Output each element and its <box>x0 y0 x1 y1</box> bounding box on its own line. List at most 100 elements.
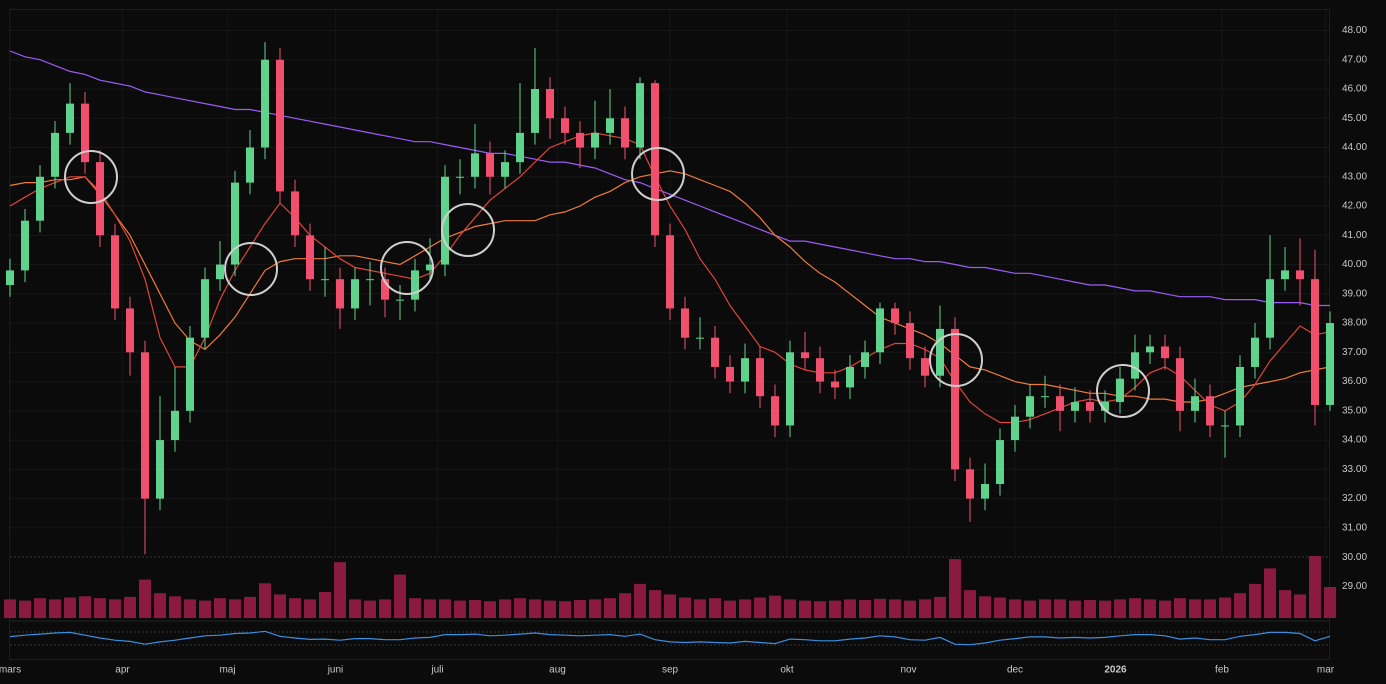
volume-bar <box>304 599 316 618</box>
volume-bar <box>559 601 571 618</box>
volume-bar <box>1084 600 1096 618</box>
candle-body <box>576 132 584 148</box>
volume-bar <box>154 593 166 618</box>
volume-bar <box>1174 598 1186 618</box>
candle-body <box>801 352 809 359</box>
x-tick-label: nov <box>900 665 916 676</box>
highlight-circle <box>631 147 685 201</box>
candle-body <box>1311 279 1319 405</box>
candle-body <box>756 358 764 397</box>
candle-body <box>66 103 74 133</box>
x-tick-label: dec <box>1007 665 1023 676</box>
candle-body <box>1266 279 1274 338</box>
candle-body <box>411 270 419 300</box>
volume-bar <box>199 600 211 618</box>
x-tick-label: feb <box>1215 665 1229 676</box>
candle-body <box>456 176 464 178</box>
volume-bar <box>589 599 601 618</box>
y-tick-label: 41.00 <box>1342 230 1367 241</box>
candle-body <box>621 118 629 148</box>
plot: 29.00 30.00 31.00 32.00 33.00 34.00 35.00 36.00… <box>0 10 1367 676</box>
volume-bar <box>634 583 646 618</box>
candle-body <box>831 381 839 388</box>
candle-body <box>81 103 89 163</box>
annotations <box>64 147 1150 418</box>
candle-body <box>1011 416 1019 441</box>
volume-bar <box>1069 600 1081 618</box>
volume-bar <box>454 600 466 618</box>
highlight-circle <box>224 242 278 296</box>
volume-bar <box>1234 593 1246 618</box>
volume-bar <box>679 597 691 618</box>
candle-body <box>471 153 479 177</box>
volume-bar <box>574 600 586 618</box>
candle-body <box>1296 270 1304 280</box>
candle-body <box>1071 402 1079 411</box>
x-tick-label: okt <box>780 665 794 676</box>
volume-bar <box>19 600 31 618</box>
candle-body <box>126 308 134 353</box>
volume-bar <box>709 598 721 618</box>
highlight-circle <box>1096 364 1150 418</box>
y-tick-label: 31.00 <box>1342 522 1367 533</box>
candle-body <box>396 299 404 301</box>
candle-body <box>681 308 689 338</box>
candle-body <box>891 308 899 324</box>
y-tick-label: 37.00 <box>1342 347 1367 358</box>
volume-bar <box>349 599 361 618</box>
y-tick-label: 30.00 <box>1342 552 1367 563</box>
volume-bar <box>364 600 376 618</box>
candle-body <box>96 162 104 236</box>
volume-bar <box>1144 599 1156 618</box>
y-tick-label: 38.00 <box>1342 318 1367 329</box>
volume-bar <box>94 598 106 618</box>
candle-body <box>966 469 974 499</box>
candle-body <box>6 270 14 286</box>
candle-body <box>726 366 734 382</box>
candle-body <box>21 220 29 271</box>
x-tick-label: apr <box>115 665 130 676</box>
volume-bar <box>514 598 526 618</box>
volume-bar <box>1204 599 1216 618</box>
candle-body <box>696 337 704 339</box>
x-tick-label: sep <box>662 665 679 676</box>
candle-body <box>1026 396 1034 417</box>
volume-bar <box>319 591 331 618</box>
volume-bar <box>259 583 271 618</box>
candle-body <box>711 337 719 367</box>
candle-body <box>1206 396 1214 426</box>
y-tick-label: 46.00 <box>1342 84 1367 95</box>
highlight-circle <box>929 333 983 387</box>
volume-bar <box>484 601 496 618</box>
candle-body <box>501 162 509 177</box>
candle-body <box>351 279 359 309</box>
volume-bar <box>649 590 661 618</box>
candle-body <box>231 182 239 265</box>
x-tick-label: maj <box>219 665 235 676</box>
candle-body <box>246 147 254 183</box>
y-tick-label: 44.00 <box>1342 142 1367 153</box>
moving-average-line <box>9 50 1330 307</box>
y-tick-label: 48.00 <box>1342 25 1367 36</box>
volume-bar <box>229 599 241 618</box>
candle-body <box>1101 402 1109 411</box>
candle-body <box>1191 396 1199 411</box>
candle-body <box>1161 346 1169 359</box>
volume-bar <box>934 596 946 618</box>
candle-body <box>51 132 59 177</box>
volume-bar <box>1279 590 1291 618</box>
candle-body <box>846 366 854 388</box>
y-tick-label: 36.00 <box>1342 376 1367 387</box>
candle-body <box>306 235 314 280</box>
volume-bar <box>139 579 151 618</box>
volume-bar <box>244 596 256 618</box>
volume-bar <box>1159 600 1171 618</box>
candle-body <box>1041 396 1049 398</box>
volume-bar <box>34 598 46 618</box>
volume-bar <box>1099 600 1111 618</box>
volume-bar <box>1264 568 1276 618</box>
volume-bar <box>694 599 706 618</box>
volume-bar <box>124 596 136 618</box>
volume-bar <box>859 600 871 618</box>
